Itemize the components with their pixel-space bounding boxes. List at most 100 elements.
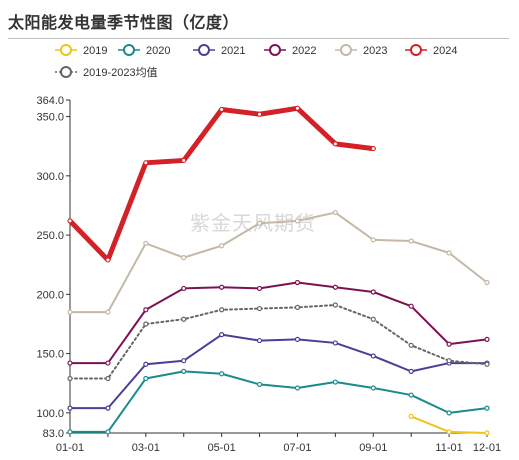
- data-point[interactable]: [294, 385, 301, 391]
- data-point[interactable]: [143, 307, 149, 313]
- data-point[interactable]: [370, 316, 376, 322]
- legend-swatch-marker: [60, 44, 72, 56]
- legend-item-2021[interactable]: 2021: [193, 44, 245, 57]
- legend-item-2022[interactable]: 2022: [264, 44, 316, 57]
- data-point[interactable]: [256, 381, 263, 388]
- data-point[interactable]: [332, 284, 338, 290]
- axes: 83.0 100.0 150.0 200.0 250.0 300.0 350.0 364.0 0…: [36, 95, 501, 454]
- series-line: [67, 105, 376, 263]
- data-point[interactable]: [181, 358, 187, 364]
- data-point[interactable]: [67, 309, 73, 315]
- data-point[interactable]: [143, 375, 149, 382]
- data-point[interactable]: [256, 220, 263, 226]
- data-point[interactable]: [484, 279, 490, 286]
- y-tick-label: 300.0: [36, 171, 64, 183]
- data-point[interactable]: [408, 238, 414, 244]
- legend-item-2024[interactable]: 2024: [405, 44, 457, 57]
- x-tick-label: 12-01: [473, 442, 501, 454]
- data-point[interactable]: [332, 340, 338, 346]
- data-point[interactable]: [181, 368, 187, 374]
- data-point[interactable]: [370, 146, 376, 152]
- data-point[interactable]: [105, 375, 111, 382]
- data-point[interactable]: [256, 285, 263, 292]
- data-point[interactable]: [219, 371, 225, 377]
- legend: 2019 2020 2021 2022 2023 2024 2019-2023均值: [55, 44, 457, 79]
- data-point[interactable]: [484, 405, 490, 411]
- data-point[interactable]: [370, 237, 376, 243]
- legend-item-2023[interactable]: 2023: [335, 44, 387, 57]
- legend-label: 2023: [363, 45, 387, 57]
- data-point[interactable]: [219, 243, 225, 249]
- legend-label: 2024: [433, 45, 457, 57]
- data-point[interactable]: [143, 160, 149, 166]
- data-point[interactable]: [219, 332, 225, 338]
- data-point[interactable]: [219, 106, 225, 112]
- data-point[interactable]: [408, 368, 414, 374]
- data-point[interactable]: [446, 358, 452, 364]
- data-point[interactable]: [181, 316, 187, 322]
- data-point[interactable]: [332, 141, 338, 147]
- data-point[interactable]: [294, 105, 300, 111]
- data-point[interactable]: [105, 360, 111, 366]
- data-point[interactable]: [332, 379, 338, 385]
- data-point[interactable]: [294, 304, 301, 310]
- data-point[interactable]: [408, 392, 414, 398]
- data-point[interactable]: [484, 430, 490, 436]
- data-point[interactable]: [408, 342, 414, 348]
- data-point[interactable]: [105, 405, 111, 411]
- y-tick-label: 200.0: [36, 289, 64, 301]
- legend-item-2019[interactable]: 2019: [55, 44, 107, 57]
- data-point[interactable]: [219, 307, 225, 313]
- data-point[interactable]: [484, 336, 490, 342]
- series-line: [69, 211, 488, 314]
- legend-label: 2020: [146, 45, 170, 57]
- data-point[interactable]: [257, 111, 263, 117]
- x-tick-label: 01-01: [56, 442, 84, 454]
- data-point[interactable]: [256, 305, 263, 312]
- data-point[interactable]: [446, 429, 452, 435]
- y-tick-label: 83.0: [43, 428, 64, 440]
- data-point[interactable]: [105, 309, 111, 315]
- data-point[interactable]: [181, 255, 187, 261]
- legend-item-2019-2023均值[interactable]: 2019-2023均值: [55, 66, 158, 79]
- title-divider: [8, 38, 509, 39]
- series-line: [69, 370, 488, 433]
- data-point[interactable]: [370, 385, 376, 391]
- data-point[interactable]: [294, 279, 301, 286]
- legend-swatch-marker: [410, 44, 422, 56]
- data-point[interactable]: [408, 413, 414, 420]
- data-point[interactable]: [105, 429, 111, 435]
- data-point[interactable]: [484, 361, 490, 367]
- y-tick-label: 250.0: [36, 230, 64, 242]
- data-point[interactable]: [67, 360, 73, 366]
- x-tick-label: 11-01: [435, 442, 462, 454]
- series-2022: [67, 279, 490, 366]
- data-point[interactable]: [446, 341, 452, 347]
- data-point[interactable]: [105, 257, 111, 263]
- data-point[interactable]: [294, 218, 301, 224]
- watermark: 紫金天风期货: [190, 211, 316, 235]
- data-point[interactable]: [370, 289, 376, 295]
- legend-item-2020[interactable]: 2020: [118, 44, 170, 57]
- data-point[interactable]: [332, 209, 338, 216]
- legend-label: 2021: [221, 45, 245, 57]
- data-point[interactable]: [67, 375, 73, 382]
- data-point[interactable]: [181, 157, 187, 163]
- data-point[interactable]: [446, 410, 452, 416]
- legend-label: 2019-2023均值: [83, 66, 158, 79]
- data-point[interactable]: [294, 336, 301, 342]
- data-point[interactable]: [143, 361, 149, 367]
- data-point[interactable]: [67, 429, 73, 435]
- data-point[interactable]: [181, 285, 187, 292]
- data-point[interactable]: [256, 337, 263, 344]
- data-point[interactable]: [143, 321, 149, 327]
- data-point[interactable]: [67, 218, 73, 224]
- data-point[interactable]: [446, 250, 452, 256]
- data-point[interactable]: [332, 302, 338, 308]
- series-line: [69, 281, 488, 365]
- data-point[interactable]: [67, 405, 73, 411]
- data-point[interactable]: [408, 303, 414, 309]
- data-point[interactable]: [370, 353, 376, 359]
- data-point[interactable]: [143, 240, 149, 246]
- data-point[interactable]: [219, 284, 225, 290]
